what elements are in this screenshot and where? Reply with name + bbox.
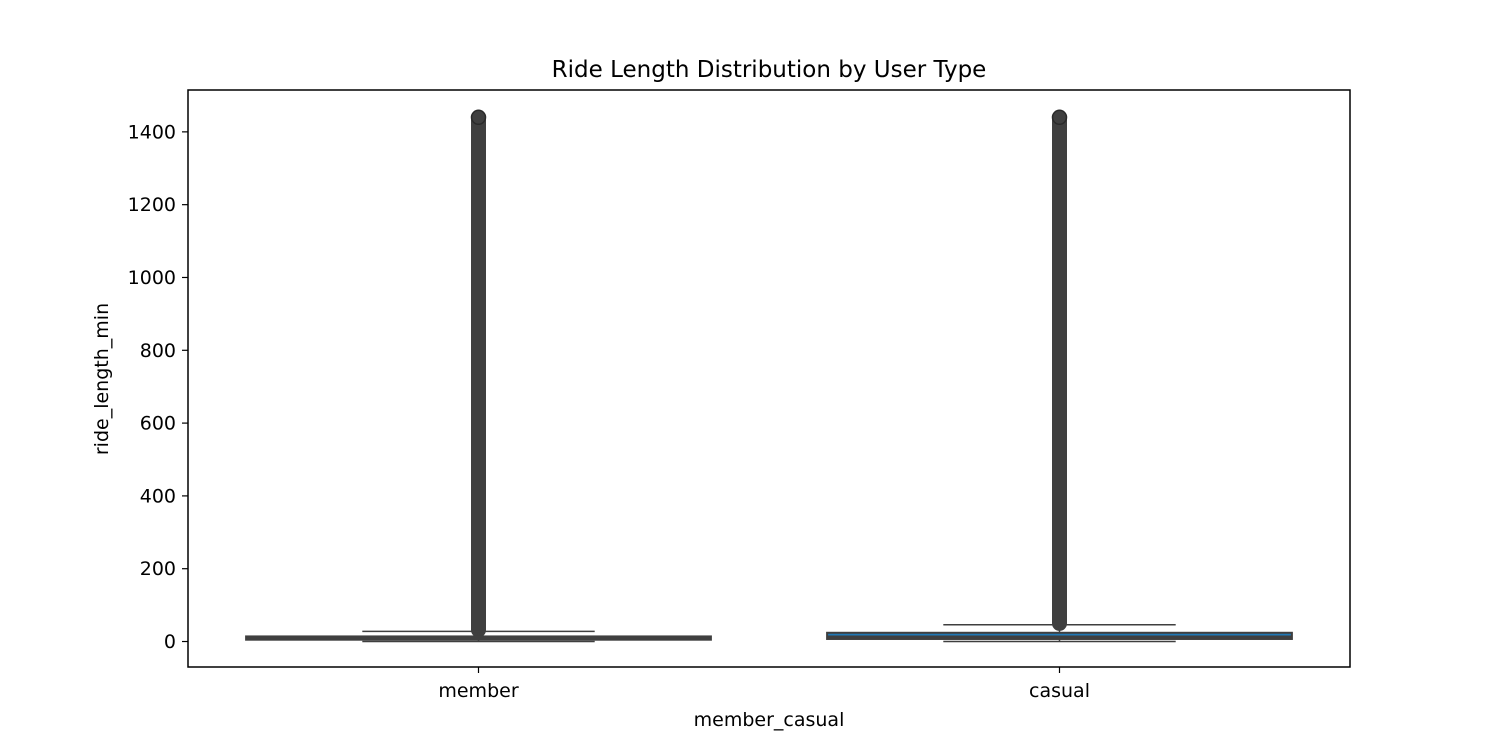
plot-frame [187, 89, 1351, 668]
outlier-point-max-casual [1051, 109, 1068, 126]
plot-area [245, 109, 1293, 643]
y-tick-label-600: 600 [140, 413, 176, 435]
y-tick-label-800: 800 [140, 340, 176, 362]
y-axis-label: ride_length_min [91, 303, 113, 455]
box-group-member [245, 109, 712, 643]
y-tick-label-0: 0 [164, 631, 176, 653]
y-tick-label-200: 200 [140, 558, 176, 580]
outlier-band-member [471, 110, 486, 638]
box-group-casual [826, 109, 1293, 643]
chart-title: Ride Length Distribution by User Type [552, 57, 987, 83]
x-axis-label: member_casual [694, 709, 845, 731]
y-tick-label-1000: 1000 [128, 267, 176, 289]
outlier-band-casual [1052, 110, 1067, 631]
y-tick-label-1400: 1400 [128, 121, 176, 143]
x-tick-label-casual: casual [1029, 680, 1090, 702]
axes: 0 200 400 600 800 1000 1200 1400 member casual [128, 89, 1351, 702]
y-tick-label-1200: 1200 [128, 194, 176, 216]
y-tick-label-400: 400 [140, 485, 176, 507]
outlier-point-max-member [470, 109, 487, 126]
x-tick-label-member: member [438, 680, 518, 702]
